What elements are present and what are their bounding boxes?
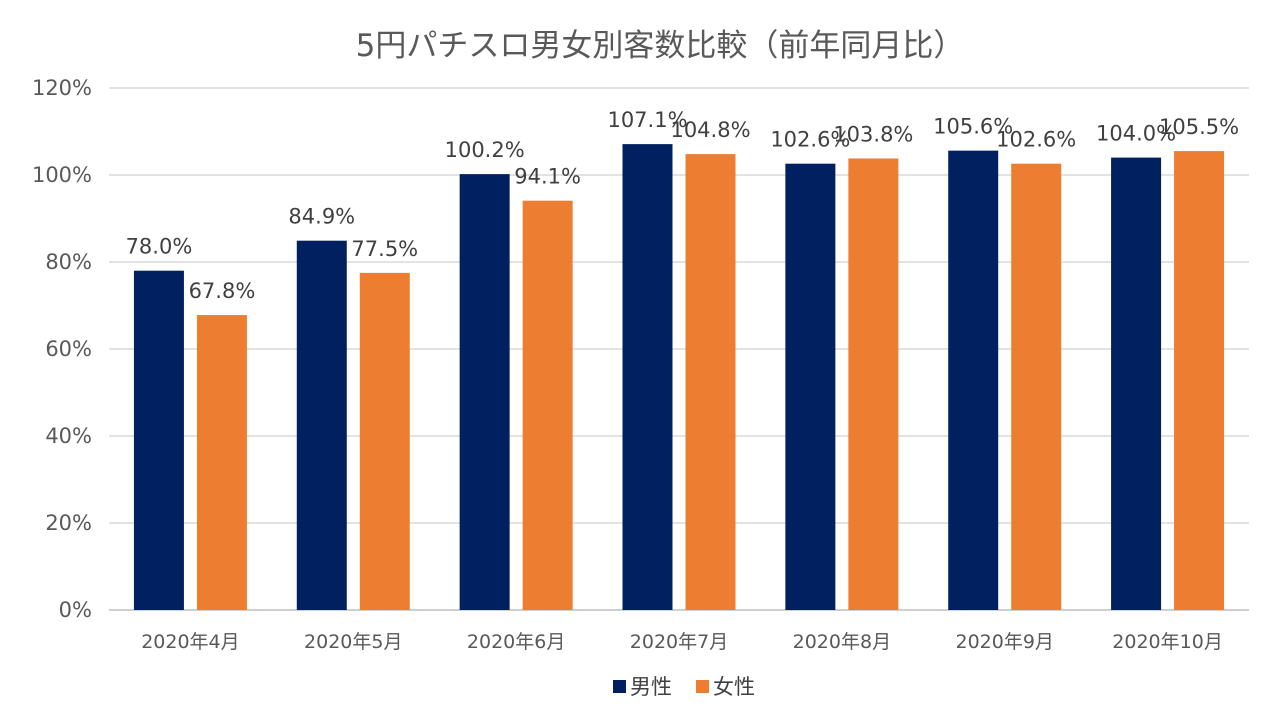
x-category-label: 2020年5月: [304, 631, 402, 653]
bar-female: [359, 272, 410, 610]
data-label: 84.9%: [288, 205, 355, 229]
y-tick-label: 0%: [59, 598, 92, 622]
x-category-label: 2020年6月: [467, 631, 565, 653]
y-tick-label: 80%: [45, 250, 92, 274]
chart-title: 5円パチスロ男女別客数比較（前年同月比）: [356, 28, 965, 64]
y-tick-label: 20%: [45, 511, 92, 535]
data-label: 78.0%: [126, 235, 193, 259]
data-label: 103.8%: [833, 122, 913, 146]
legend: 男性 女性: [613, 675, 755, 699]
bar-male: [133, 270, 184, 610]
data-label: 105.6%: [933, 115, 1013, 139]
y-tick-label: 60%: [45, 337, 92, 361]
y-tick-label: 120%: [32, 76, 92, 100]
data-label: 102.6%: [770, 128, 850, 152]
y-axis-ticks: 0% 20% 40% 60% 80% 100% 120%: [32, 76, 92, 622]
y-tick-label: 40%: [45, 424, 92, 448]
bar-male: [459, 174, 510, 610]
legend-label-female: 女性: [713, 675, 755, 699]
data-labels: 78.0%67.8%84.9%77.5%100.2%94.1%107.1%104…: [126, 108, 1240, 303]
x-category-label: 2020年7月: [630, 631, 728, 653]
bar-female: [196, 315, 247, 610]
bar-male: [948, 150, 999, 610]
bar-female: [685, 154, 736, 610]
legend-swatch-male: [613, 680, 626, 693]
data-label: 67.8%: [189, 279, 256, 303]
x-category-label: 2020年8月: [793, 631, 891, 653]
bar-female: [1011, 163, 1062, 610]
data-label: 105.5%: [1159, 115, 1239, 139]
bars: [133, 144, 1225, 611]
x-category-label: 2020年9月: [955, 631, 1053, 653]
x-category-label: 2020年4月: [141, 631, 239, 653]
gridlines: [109, 87, 1249, 611]
data-label: 104.0%: [1096, 122, 1176, 146]
y-tick-label: 100%: [32, 163, 92, 187]
x-category-label: 2020年10月: [1112, 631, 1223, 653]
legend-swatch-female: [696, 680, 709, 693]
data-label: 104.8%: [670, 118, 750, 142]
data-label: 100.2%: [445, 138, 525, 162]
data-label: 102.6%: [996, 128, 1076, 152]
bar-female: [848, 158, 899, 610]
bar-male: [296, 240, 347, 610]
legend-label-male: 男性: [630, 675, 672, 699]
bar-male: [1111, 157, 1162, 610]
bar-female: [1174, 151, 1225, 610]
bar-female: [522, 200, 573, 611]
data-label: 77.5%: [351, 237, 418, 261]
bar-male: [785, 163, 836, 610]
x-axis-categories: 2020年4月 2020年5月 2020年6月 2020年7月 2020年8月 2020年…: [141, 631, 1223, 653]
data-label: 107.1%: [607, 108, 687, 132]
data-label: 94.1%: [514, 165, 581, 189]
bar-male: [622, 144, 673, 611]
